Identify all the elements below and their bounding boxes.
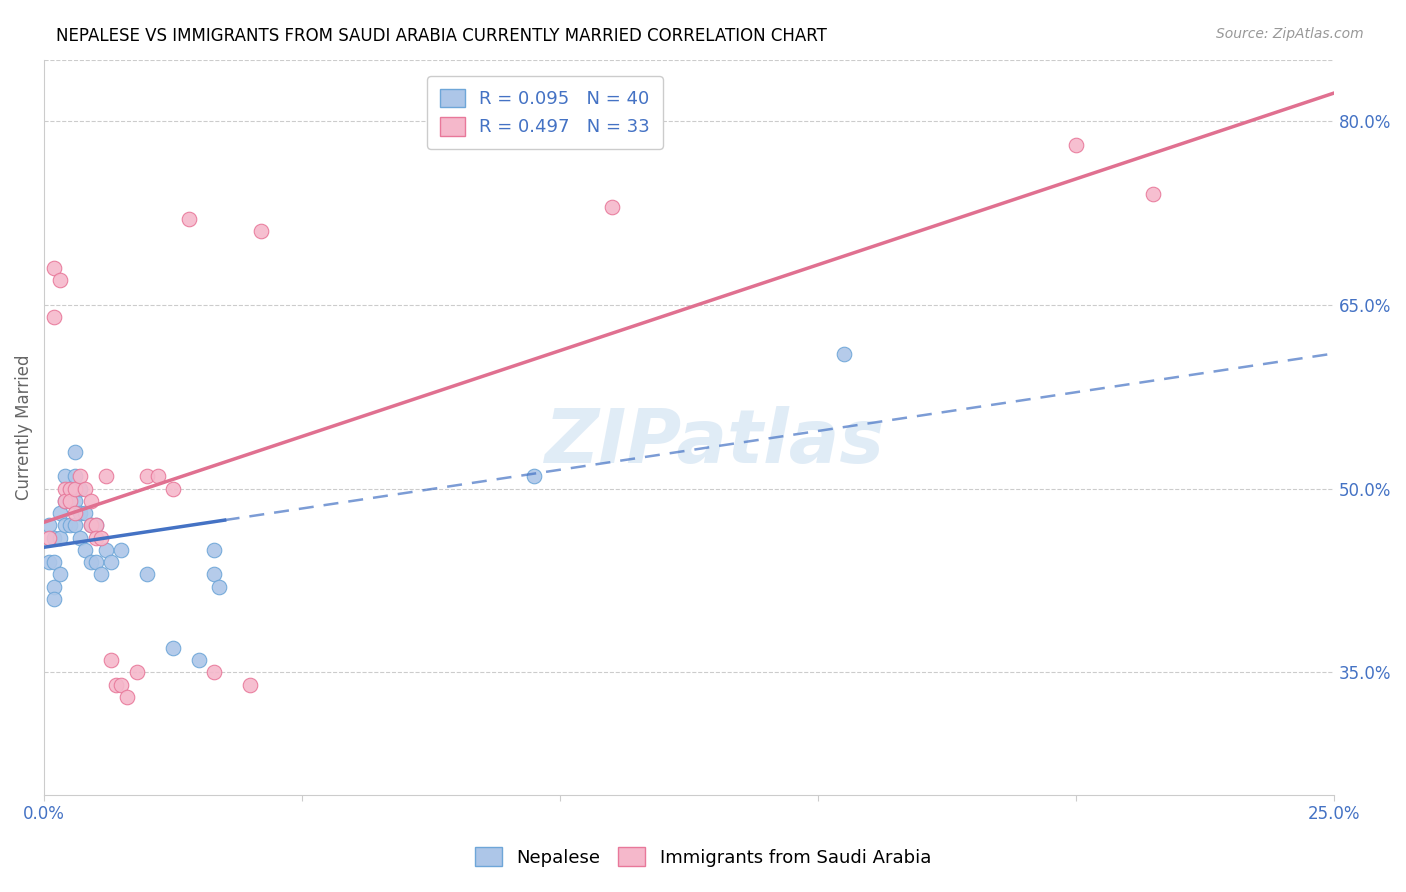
Point bbox=[239, 678, 262, 692]
Point bbox=[69, 531, 91, 545]
Legend: Nepalese, Immigrants from Saudi Arabia: Nepalese, Immigrants from Saudi Arabia bbox=[468, 840, 938, 874]
Point bbox=[48, 273, 70, 287]
Point bbox=[84, 518, 107, 533]
Point bbox=[38, 518, 60, 533]
Point bbox=[136, 567, 159, 582]
Point bbox=[94, 469, 117, 483]
Point bbox=[53, 518, 76, 533]
Point bbox=[44, 260, 66, 275]
Point bbox=[38, 555, 60, 569]
Point bbox=[48, 506, 70, 520]
Point bbox=[1142, 187, 1164, 202]
Text: Source: ZipAtlas.com: Source: ZipAtlas.com bbox=[1216, 27, 1364, 41]
Point bbox=[44, 310, 66, 324]
Point bbox=[53, 469, 76, 483]
Point bbox=[84, 555, 107, 569]
Point bbox=[79, 494, 101, 508]
Point bbox=[79, 518, 101, 533]
Point bbox=[44, 555, 66, 569]
Point bbox=[136, 469, 159, 483]
Point bbox=[44, 580, 66, 594]
Point bbox=[63, 445, 86, 459]
Point bbox=[59, 494, 82, 508]
Point bbox=[90, 531, 112, 545]
Point bbox=[75, 542, 97, 557]
Point bbox=[69, 482, 91, 496]
Point bbox=[63, 469, 86, 483]
Point bbox=[48, 567, 70, 582]
Point bbox=[44, 531, 66, 545]
Point bbox=[202, 665, 225, 680]
Point bbox=[202, 542, 225, 557]
Point bbox=[110, 678, 132, 692]
Point bbox=[84, 518, 107, 533]
Point bbox=[44, 591, 66, 606]
Point bbox=[125, 665, 148, 680]
Point bbox=[177, 211, 200, 226]
Text: NEPALESE VS IMMIGRANTS FROM SAUDI ARABIA CURRENTLY MARRIED CORRELATION CHART: NEPALESE VS IMMIGRANTS FROM SAUDI ARABIA… bbox=[56, 27, 827, 45]
Y-axis label: Currently Married: Currently Married bbox=[15, 355, 32, 500]
Point bbox=[105, 678, 128, 692]
Point bbox=[59, 518, 82, 533]
Point bbox=[115, 690, 138, 704]
Point bbox=[75, 506, 97, 520]
Point bbox=[79, 555, 101, 569]
Point bbox=[63, 494, 86, 508]
Point bbox=[79, 518, 101, 533]
Point bbox=[53, 494, 76, 508]
Point bbox=[202, 567, 225, 582]
Point bbox=[69, 469, 91, 483]
Point bbox=[59, 482, 82, 496]
Point bbox=[75, 482, 97, 496]
Point bbox=[63, 482, 86, 496]
Point bbox=[208, 580, 231, 594]
Point bbox=[69, 506, 91, 520]
Point bbox=[1064, 138, 1087, 153]
Point bbox=[100, 653, 122, 667]
Point bbox=[100, 555, 122, 569]
Point bbox=[53, 482, 76, 496]
Point bbox=[63, 506, 86, 520]
Point bbox=[832, 347, 855, 361]
Point bbox=[53, 494, 76, 508]
Point bbox=[48, 531, 70, 545]
Point bbox=[94, 542, 117, 557]
Point bbox=[63, 518, 86, 533]
Point bbox=[110, 542, 132, 557]
Point bbox=[187, 653, 209, 667]
Text: ZIPatlas: ZIPatlas bbox=[544, 406, 884, 478]
Point bbox=[84, 531, 107, 545]
Legend: R = 0.095   N = 40, R = 0.497   N = 33: R = 0.095 N = 40, R = 0.497 N = 33 bbox=[427, 76, 662, 149]
Point bbox=[59, 494, 82, 508]
Point bbox=[162, 640, 184, 655]
Point bbox=[162, 482, 184, 496]
Point bbox=[90, 567, 112, 582]
Point bbox=[38, 531, 60, 545]
Point bbox=[249, 224, 271, 238]
Point bbox=[146, 469, 169, 483]
Point bbox=[523, 469, 546, 483]
Point bbox=[59, 482, 82, 496]
Point bbox=[600, 200, 623, 214]
